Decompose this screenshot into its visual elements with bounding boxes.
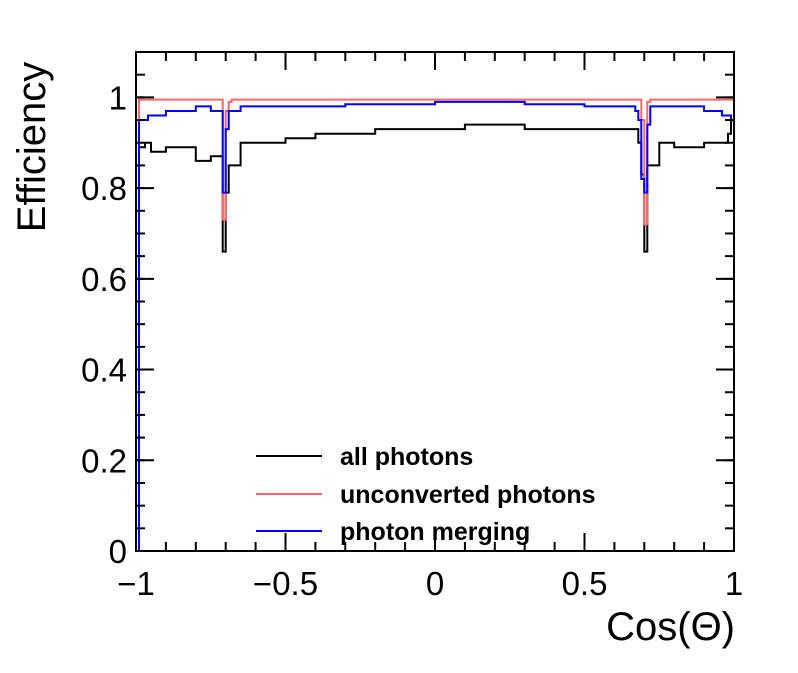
y-tick-label: 1 xyxy=(109,79,127,116)
y-tick-label: 0.4 xyxy=(81,352,127,389)
x-axis-title: Cos(Θ) xyxy=(606,605,735,649)
legend-label-unconverted-photons: unconverted photons xyxy=(340,481,596,509)
series-line-all-photons xyxy=(136,119,735,552)
tick-labels-layer: −1 −0.5 0 0.5 1 0 0.2 0.4 0.6 0.8 1 xyxy=(81,79,743,602)
y-tick-label: 0.2 xyxy=(81,442,127,479)
series-layer xyxy=(136,98,735,552)
ticks-layer xyxy=(135,51,735,552)
legend: all photons unconverted photons photon m… xyxy=(256,443,596,546)
series-line-photon-merging xyxy=(136,100,735,552)
x-tick-label: 0 xyxy=(426,565,444,602)
legend-label-photon-merging: photon merging xyxy=(340,518,530,546)
y-tick-label: 0.6 xyxy=(81,261,127,298)
x-tick-label: −1 xyxy=(117,565,155,602)
y-tick-label: 0.8 xyxy=(81,170,127,207)
y-axis-title: Efficiency xyxy=(10,62,54,232)
legend-label-all-photons: all photons xyxy=(340,443,473,471)
x-tick-label: 1 xyxy=(725,565,743,602)
series-line-unconverted-photons xyxy=(136,98,735,552)
x-tick-label: 0.5 xyxy=(562,565,608,602)
x-tick-label: −0.5 xyxy=(253,565,318,602)
y-tick-label: 0 xyxy=(109,533,127,570)
